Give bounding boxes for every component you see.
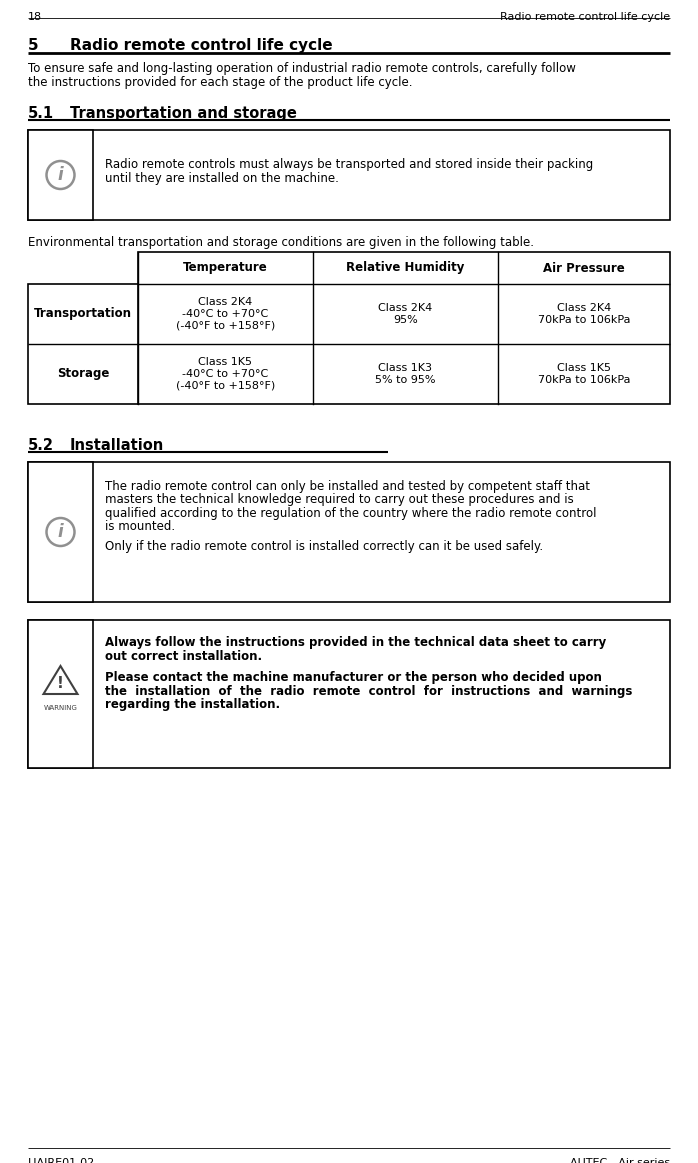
Text: Please contact the machine manufacturer or the person who decided upon: Please contact the machine manufacturer … xyxy=(105,671,602,684)
Text: Transportation: Transportation xyxy=(34,307,132,321)
Text: Storage: Storage xyxy=(57,368,109,380)
Text: To ensure safe and long-lasting operation of industrial radio remote controls, c: To ensure safe and long-lasting operatio… xyxy=(28,62,576,74)
Text: Class 2K4
-40°C to +70°C
(-40°F to +158°F): Class 2K4 -40°C to +70°C (-40°F to +158°… xyxy=(176,298,275,330)
Text: the instructions provided for each stage of the product life cycle.: the instructions provided for each stage… xyxy=(28,76,413,90)
Text: the  installation  of  the  radio  remote  control  for  instructions  and  warn: the installation of the radio remote con… xyxy=(105,685,632,698)
Text: !: ! xyxy=(57,677,64,692)
Text: qualified according to the regulation of the country where the radio remote cont: qualified according to the regulation of… xyxy=(105,507,597,520)
Bar xyxy=(28,620,670,768)
Text: i: i xyxy=(58,523,64,541)
Bar xyxy=(28,462,670,602)
Text: The radio remote control can only be installed and tested by competent staff tha: The radio remote control can only be ins… xyxy=(105,480,590,493)
Bar xyxy=(28,462,93,602)
Text: Class 1K3
5% to 95%: Class 1K3 5% to 95% xyxy=(376,363,436,385)
Text: 5: 5 xyxy=(28,38,38,53)
Text: Temperature: Temperature xyxy=(183,262,268,274)
Text: 5.2: 5.2 xyxy=(28,438,54,454)
Text: out correct installation.: out correct installation. xyxy=(105,649,262,663)
Text: 5.1: 5.1 xyxy=(28,106,54,121)
Text: LIAIRE01-02: LIAIRE01-02 xyxy=(28,1158,95,1163)
Text: Radio remote control life cycle: Radio remote control life cycle xyxy=(70,38,333,53)
Text: Relative Humidity: Relative Humidity xyxy=(346,262,465,274)
Text: Always follow the instructions provided in the technical data sheet to carry: Always follow the instructions provided … xyxy=(105,636,607,649)
Bar xyxy=(28,130,93,220)
Text: until they are installed on the machine.: until they are installed on the machine. xyxy=(105,172,339,185)
Text: masters the technical knowledge required to carry out these procedures and is: masters the technical knowledge required… xyxy=(105,493,574,507)
Text: AUTEC - Air series: AUTEC - Air series xyxy=(570,1158,670,1163)
Text: Air Pressure: Air Pressure xyxy=(543,262,625,274)
Text: 18: 18 xyxy=(28,12,42,22)
Text: WARNING: WARNING xyxy=(43,705,77,711)
Text: regarding the installation.: regarding the installation. xyxy=(105,698,280,711)
Text: i: i xyxy=(58,166,64,184)
Text: Class 1K5
70kPa to 106kPa: Class 1K5 70kPa to 106kPa xyxy=(537,363,630,385)
Text: Environmental transportation and storage conditions are given in the following t: Environmental transportation and storage… xyxy=(28,236,534,249)
Text: Installation: Installation xyxy=(70,438,164,454)
Text: is mounted.: is mounted. xyxy=(105,521,175,534)
Text: Radio remote controls must always be transported and stored inside their packing: Radio remote controls must always be tra… xyxy=(105,158,593,171)
Bar xyxy=(28,130,670,220)
Text: Class 1K5
-40°C to +70°C
(-40°F to +158°F): Class 1K5 -40°C to +70°C (-40°F to +158°… xyxy=(176,357,275,391)
Text: Class 2K4
70kPa to 106kPa: Class 2K4 70kPa to 106kPa xyxy=(537,304,630,324)
Bar xyxy=(28,284,138,404)
Bar xyxy=(138,252,670,404)
Text: Class 2K4
95%: Class 2K4 95% xyxy=(378,304,433,324)
Bar xyxy=(28,620,93,768)
Text: Radio remote control life cycle: Radio remote control life cycle xyxy=(500,12,670,22)
Text: Transportation and storage: Transportation and storage xyxy=(70,106,297,121)
Text: Only if the radio remote control is installed correctly can it be used safely.: Only if the radio remote control is inst… xyxy=(105,540,543,552)
